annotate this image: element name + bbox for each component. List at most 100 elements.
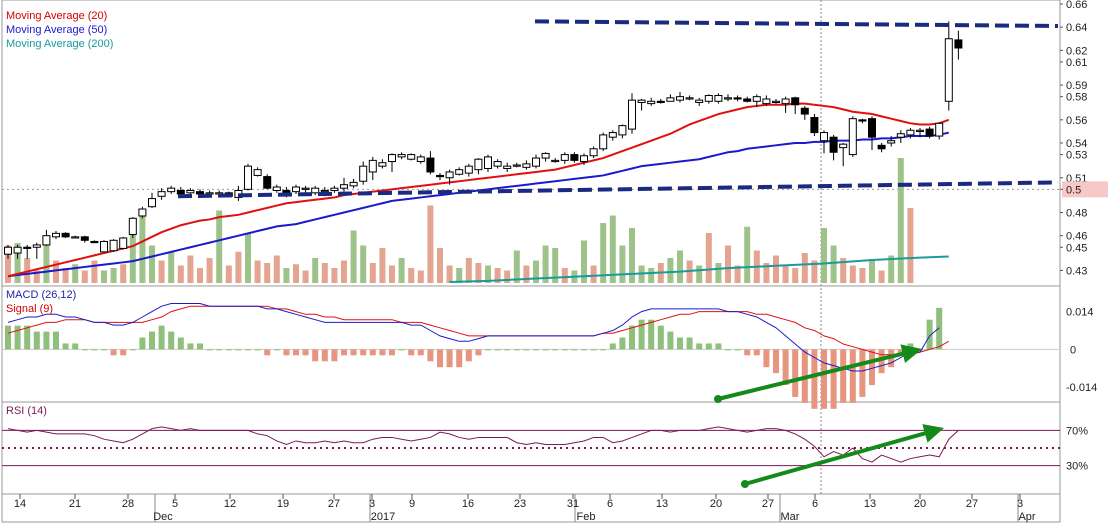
volume-bar: [321, 263, 328, 283]
candle-body: [676, 96, 684, 101]
macd-histogram-bar: [254, 349, 261, 351]
macd-histogram-bar: [149, 331, 155, 350]
macd-histogram-bar: [321, 349, 328, 362]
volume-bar: [878, 270, 885, 283]
macd-histogram-bar: [225, 349, 232, 351]
x-tick-label: 13: [864, 498, 876, 510]
macd-histogram-bar: [782, 349, 789, 386]
candle-body: [128, 217, 137, 236]
candle-body: [426, 157, 435, 173]
x-tick-label: 6: [607, 498, 613, 510]
candle-body: [541, 152, 550, 159]
volume-bar: [168, 251, 175, 283]
ma200-line: [449, 255, 949, 283]
macd-histogram-bar: [110, 349, 117, 356]
macd-histogram-bar: [350, 349, 357, 356]
volume-bar: [398, 258, 405, 283]
volume-bar: [907, 208, 914, 283]
legend-ma20: Moving Average (20): [6, 10, 107, 22]
macd-tick-label: 0: [1070, 344, 1076, 356]
macd-histogram-bar: [581, 349, 587, 351]
macd-histogram-bar: [427, 349, 434, 362]
volume-bar: [897, 158, 904, 283]
candle-body: [666, 97, 675, 102]
price-tick-label: 0.62: [1066, 45, 1087, 57]
candle-body: [32, 244, 41, 248]
volume-bar: [744, 226, 751, 283]
volume-bar: [72, 264, 79, 283]
candle-body: [560, 154, 569, 161]
volume-bar: [667, 258, 674, 283]
price-tick-label: 0.53: [1066, 150, 1087, 162]
volume-bar: [245, 233, 251, 283]
volume-bar: [773, 255, 779, 283]
volume-bar: [312, 258, 319, 283]
volume-bar: [14, 243, 21, 283]
candle-body: [4, 246, 12, 255]
macd-histogram-bar: [206, 349, 213, 351]
x-tick-label: 28: [122, 498, 134, 510]
candle-body: [407, 154, 416, 160]
macd-histogram-bar: [245, 349, 251, 351]
candle-body: [877, 144, 886, 150]
candle-body: [954, 39, 963, 49]
candle-body: [23, 246, 32, 249]
x-tick-label: 14: [14, 498, 26, 510]
volume-bar: [869, 260, 875, 283]
volume-bar: [542, 245, 549, 283]
rsi-tick-label: 70%: [1066, 425, 1088, 437]
macd-histogram-bar: [859, 349, 866, 397]
price-tick-label: 0.45: [1066, 242, 1087, 254]
candle-body: [157, 191, 166, 197]
macd-histogram-bar: [62, 343, 69, 350]
macd-histogram-bar: [590, 349, 597, 351]
macd-histogram-bar: [667, 331, 674, 350]
macd-arrow-tail: [714, 395, 722, 403]
candle-body: [445, 171, 454, 179]
annotation-arrows: [714, 344, 944, 488]
volume-bar: [533, 260, 539, 283]
macd-histogram-bar: [91, 349, 98, 351]
macd-histogram-bar: [523, 349, 530, 351]
price-tick-label: 0.59: [1066, 80, 1087, 92]
macd-histogram-bar: [744, 349, 751, 356]
x-axis-bg: [1, 493, 1061, 523]
candle-body: [330, 187, 339, 191]
volume-bar: [331, 268, 338, 283]
candle-body: [752, 96, 761, 102]
macd-histogram-bar: [821, 349, 827, 409]
candle-body: [436, 174, 444, 178]
macd-histogram-bar: [648, 319, 655, 350]
macd-histogram-bar: [513, 349, 520, 351]
x-tick-label: 9: [409, 498, 415, 510]
macd-histogram-bar: [53, 331, 59, 350]
price-tick-label: 0.61: [1066, 57, 1087, 69]
resistance-line: [534, 19, 1059, 29]
volume-bar: [552, 248, 559, 283]
x-tick-label: 16: [462, 498, 474, 510]
volume-bar: [763, 263, 770, 283]
volume-bar: [859, 268, 866, 283]
candle-body: [935, 122, 944, 137]
candle-body: [695, 99, 704, 103]
macd-histogram-bar: [101, 349, 107, 351]
volume-bar: [43, 239, 50, 283]
macd-histogram-bar: [753, 349, 760, 356]
volume-bar: [849, 265, 856, 283]
candle-body: [340, 184, 348, 189]
volume-bar: [273, 255, 280, 283]
volume-bar: [465, 258, 472, 283]
signal-title: Signal (9): [6, 303, 53, 315]
volume-bar: [696, 265, 703, 283]
volume-bar: [485, 265, 491, 283]
volume-bar: [811, 260, 818, 283]
x-month-label: Dec: [153, 511, 173, 523]
macd-histogram-bar: [389, 349, 395, 356]
x-tick-label: 27: [762, 498, 774, 510]
macd-histogram-bar: [369, 349, 376, 356]
candle-body: [186, 189, 195, 194]
volume-bar: [389, 265, 395, 283]
volume-bar: [24, 258, 31, 283]
x-tick-label: 23: [514, 498, 526, 510]
